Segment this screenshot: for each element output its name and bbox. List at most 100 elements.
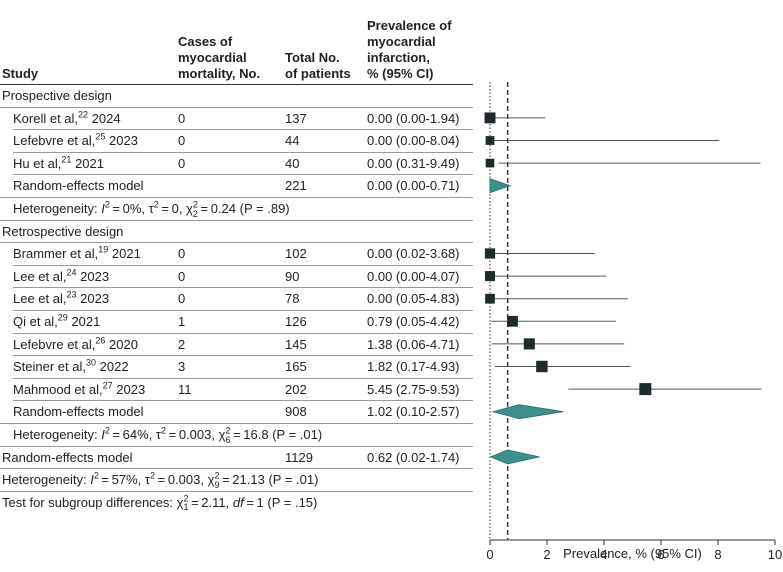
study-name: Lee et al,24 2023: [13, 265, 109, 288]
row-rule: [13, 355, 473, 357]
study-reference: 30: [86, 357, 97, 368]
section-rule: [0, 106, 473, 108]
tau2-value: 0: [171, 201, 179, 216]
study-ci: 0.00 (0.31-9.49): [367, 155, 460, 171]
study-ci: 0.00 (0.00-8.04): [367, 133, 460, 149]
i2-superscript: 2: [93, 470, 99, 481]
study-cases: 11: [178, 381, 192, 397]
overall-heterogeneity-row: Heterogeneity: I2 = 57%, τ2 = 0.003, χ29…: [0, 468, 783, 491]
study-reference: 22: [78, 109, 89, 120]
row-rule: [0, 219, 473, 221]
i2-symbol: I: [90, 472, 94, 488]
study-reference: 27: [102, 380, 113, 391]
overall-heterogeneity-text: Heterogeneity: I2 = 57%, τ2 = 0.003, χ29…: [2, 470, 319, 490]
header-study: Study: [2, 66, 39, 81]
df-label: df: [232, 494, 244, 510]
chi-superscript: 2: [192, 199, 198, 210]
study-author: Brammer et al,: [13, 246, 99, 262]
study-cases: 0: [178, 133, 186, 149]
subgroup-test-text: Test for subgroup differences: χ21 = 2.1…: [2, 493, 318, 513]
p-value: (P = .89): [239, 201, 290, 216]
chi-value: 16.8: [243, 427, 269, 442]
study-year: 2023: [80, 291, 110, 307]
chi-superscript: 2: [214, 470, 220, 481]
study-row: Hu et al,21 2021 0 40 0.00 (0.31-9.49): [0, 152, 783, 175]
chi-df: 1: [183, 502, 189, 513]
study-name: Hu et al,21 2021: [13, 152, 104, 175]
study-marker: [523, 338, 535, 350]
study-year: 2021: [75, 155, 104, 171]
study-row: Mahmood et al,27 2023 11 202 5.45 (2.75-9.5…: [0, 378, 783, 401]
study-author: Lee et al,: [13, 291, 67, 307]
i2-superscript: 2: [104, 425, 110, 436]
study-year: 2022: [99, 359, 129, 375]
study-total: 165: [285, 359, 307, 375]
study-cases: 1: [178, 314, 186, 329]
study-row: Lefebvre et al,26 2020 2 145 1.38 (0.06-4.7…: [0, 333, 783, 356]
tau2-superscript: 2: [153, 199, 159, 210]
chi-df: 2: [192, 208, 198, 219]
heterogeneity-text: Heterogeneity: I2 = 64%, τ2 = 0.003, χ26…: [13, 425, 323, 445]
study-ci: 0.00 (0.00-4.07): [367, 268, 460, 284]
row-rule: [13, 287, 473, 289]
tau2-value: 0.003: [167, 472, 201, 488]
row-rule: [13, 174, 473, 176]
study-reference: 25: [95, 131, 106, 142]
row-rule: [13, 310, 473, 311]
study-name: Lee et al,23 2023: [13, 287, 109, 310]
i2-symbol: I: [101, 201, 105, 216]
row-rule: [0, 468, 473, 470]
pooled-label: Random-effects model: [13, 178, 144, 194]
section-header: Retrospective design: [0, 220, 783, 243]
study-total: 145: [285, 336, 307, 352]
section-title: Prospective design: [2, 88, 112, 103]
study-author: Korell et al,: [13, 110, 79, 126]
study-reference: 23: [66, 290, 77, 301]
study-reference: 26: [95, 335, 106, 346]
chi-superscript: 2: [225, 425, 231, 436]
overall-total: 1129: [285, 449, 313, 465]
study-author: Steiner et al,: [13, 359, 86, 375]
study-author: Hu et al,: [13, 155, 62, 171]
pooled-row: Random-effects model 221 0.00 (0.00-0.71): [0, 174, 783, 197]
study-cases: 2: [178, 336, 186, 352]
study-name: Brammer et al,19 2021: [13, 242, 141, 265]
study-author: Mahmood et al,: [13, 381, 103, 397]
chi-df: 6: [225, 434, 231, 445]
overall-ci: 0.62 (0.02-1.74): [367, 449, 460, 465]
chi-df: 9: [214, 479, 220, 490]
study-ci: 1.38 (0.06-4.71): [367, 336, 460, 352]
header-prevalence: Prevalence of myocardial infarction, % (…: [367, 18, 452, 81]
overall-label: Random-effects model: [2, 449, 133, 465]
study-ci: 0.79 (0.05-4.42): [367, 314, 460, 329]
x-tick-label: 2: [543, 547, 550, 562]
study-marker: [484, 271, 496, 282]
study-name: Mahmood et al,27 2023: [13, 378, 145, 401]
study-row: Lee et al,23 2023 0 78 0.00 (0.05-4.83): [0, 287, 783, 310]
study-row: Qi et al,29 2021 1 126 0.79 (0.05-4.42): [0, 310, 783, 333]
chi-value: 21.13: [232, 472, 265, 488]
study-ci: 5.45 (2.75-9.53): [367, 381, 460, 397]
row-rule: [0, 445, 473, 447]
study-ci: 1.82 (0.17-4.93): [367, 359, 460, 375]
row-rule: [13, 264, 473, 266]
study-year: 2020: [109, 336, 138, 352]
pooled-label: Random-effects model: [13, 404, 144, 420]
study-marker: [536, 360, 548, 373]
study-cases: 0: [178, 110, 186, 126]
row-rule: [13, 151, 473, 153]
study-total: 44: [285, 133, 300, 149]
study-reference: 24: [66, 267, 77, 278]
study-total: 40: [285, 155, 300, 171]
p-value: (P = .01): [268, 472, 319, 488]
study-ci: 0.00 (0.02-3.68): [367, 246, 460, 262]
heterogeneity-label: Heterogeneity:: [13, 427, 98, 442]
pooled-row: Random-effects model 908 1.02 (0.10-2.57): [0, 400, 783, 423]
study-marker: [485, 293, 495, 304]
row-rule: [0, 490, 473, 492]
heterogeneity-label: Heterogeneity:: [13, 201, 98, 216]
pooled-ci: 1.02 (0.10-2.57): [367, 404, 460, 420]
chi-value: 2.11: [201, 494, 226, 510]
study-marker: [507, 315, 518, 327]
study-author: Qi et al,: [13, 314, 58, 329]
